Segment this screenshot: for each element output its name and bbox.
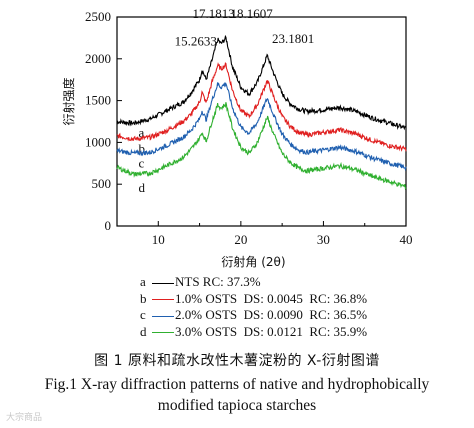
- legend-letter: d: [140, 323, 147, 339]
- legend-label: NTS RC: 37.3%: [175, 274, 261, 289]
- x-axis-title: 衍射角 (2θ): [221, 254, 285, 269]
- legend-item-c: c 2.0% OSTS DS: 0.0090 RC: 36.5%: [140, 307, 440, 324]
- plot-frame: [116, 16, 407, 227]
- curve-label-d: d: [138, 180, 145, 195]
- x-tick-label: 20: [234, 232, 247, 247]
- y-tick-label: 1000: [85, 134, 111, 149]
- x-tick-label: 40: [400, 232, 413, 247]
- y-tick-label: 2000: [85, 51, 111, 66]
- figure-caption-chinese: 图 1 原料和疏水改性木薯淀粉的 X-衍射图谱: [94, 353, 380, 369]
- legend-swatch-a: [152, 282, 174, 284]
- chart-legend: a NTS RC: 37.3% b 1.0% OSTS DS: 0.0045 RC:…: [140, 274, 440, 340]
- peak-label: 17.1813: [192, 6, 234, 21]
- legend-label: 1.0% OSTS DS: 0.0045 RC: 36.8%: [175, 290, 368, 306]
- series-line-b: [116, 62, 407, 152]
- legend-label: 3.0% OSTS DS: 0.0121 RC: 35.9%: [175, 323, 368, 339]
- legend-swatch-b: [152, 299, 174, 301]
- series-line-c: [116, 82, 407, 172]
- legend-label: 2.0% OSTS DS: 0.0090 RC: 36.5%: [175, 307, 368, 322]
- caption-en-line-1: Fig.1 X-ray diffraction patterns of nati…: [44, 376, 430, 393]
- series-line-a: [116, 34, 407, 131]
- curve-label-a: a: [138, 125, 144, 140]
- legend-letter: b: [140, 290, 147, 306]
- y-tick-label: 2500: [85, 9, 111, 24]
- xrd-chart: 0 500 1000 1500 2000 2500 10 20 30 40 衍射角 (2θ) 衍射强度…: [61, 6, 413, 269]
- legend-letter: c: [140, 307, 146, 322]
- y-tick-label: 0: [105, 218, 112, 233]
- watermark: 大宗商品: [6, 413, 43, 423]
- legend-swatch-d: [152, 332, 174, 334]
- y-tick-label: 1500: [85, 93, 111, 108]
- series-line-d: [116, 102, 407, 191]
- legend-item-b: b 1.0% OSTS DS: 0.0045 RC: 36.8%: [140, 291, 440, 308]
- peak-label: 23.1801: [272, 31, 314, 46]
- figure-caption-english: Fig.1 X-ray diffraction patterns of nati…: [0, 374, 474, 416]
- legend-item-a: a NTS RC: 37.3%: [140, 274, 440, 291]
- x-tick-label: 30: [317, 232, 330, 247]
- peak-label: 15.2633: [175, 34, 217, 49]
- curve-label-c: c: [138, 155, 144, 170]
- curve-label-b: b: [138, 141, 145, 156]
- legend-letter: a: [140, 274, 146, 289]
- y-tick-label: 500: [92, 176, 112, 191]
- peak-label: 18.1607: [231, 6, 274, 21]
- legend-swatch-c: [152, 315, 174, 317]
- caption-en-line-2: modified tapioca starches: [157, 397, 317, 414]
- x-tick-label: 10: [152, 232, 165, 247]
- legend-item-d: d 3.0% OSTS DS: 0.0121 RC: 35.9%: [140, 324, 440, 341]
- y-axis-title: 衍射强度: [61, 77, 76, 125]
